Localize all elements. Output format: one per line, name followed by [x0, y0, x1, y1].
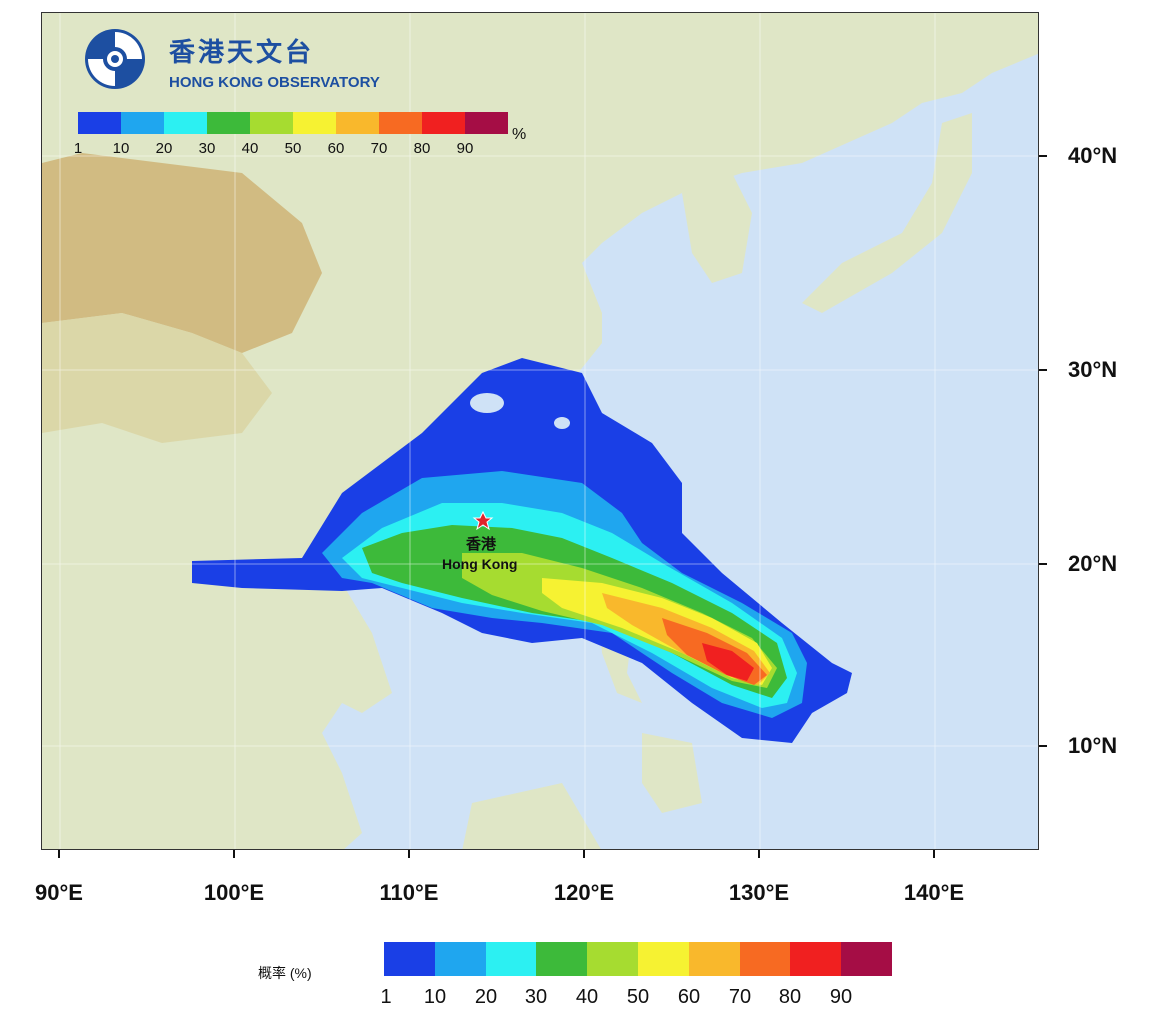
lat-label-10n: 10°N [1068, 733, 1118, 758]
observatory-name-en: HONG KONG OBSERVATORY [169, 74, 380, 91]
legend-tick: 90 [829, 986, 853, 1008]
legend-tick: 50 [626, 986, 650, 1008]
lon-label-140e: 140°E [903, 880, 965, 905]
lat-tick [1039, 563, 1047, 565]
probability-contours [192, 358, 852, 743]
observatory-logo: 香港天文台 HONG KONG OBSERVATORY [34, 12, 394, 91]
lon-label-120e: 120°E [553, 880, 615, 905]
land-layer [42, 13, 1038, 849]
lat-label-40n: 40°N [1068, 143, 1118, 168]
legend-tick: 70 [370, 140, 388, 157]
observatory-emblem-icon [85, 29, 145, 89]
legend-tick: 90 [456, 140, 474, 157]
legend-tick: 10 [423, 986, 447, 1008]
lon-tick [58, 850, 60, 858]
legend-tick: 30 [198, 140, 216, 157]
legend-tick: 70 [728, 986, 752, 1008]
lon-label-100e: 100°E [203, 880, 265, 905]
lat-tick [1039, 155, 1047, 157]
lon-label-130e: 130°E [728, 880, 790, 905]
lon-tick [408, 850, 410, 858]
contour-80pct [702, 643, 754, 681]
mindanao-island [642, 733, 702, 813]
legend-tick: 80 [778, 986, 802, 1008]
borneo-island [462, 783, 601, 849]
contour-gap [554, 417, 570, 429]
map-panel[interactable] [41, 12, 1039, 850]
contour-gap [470, 393, 504, 413]
legend-tick: 1 [380, 986, 392, 1008]
lon-label-110e: 110°E [379, 880, 439, 905]
map-canvas[interactable] [42, 13, 1039, 850]
red-star-icon [472, 510, 494, 531]
hong-kong-label-cn: 香港 [466, 536, 497, 553]
observatory-name-cn: 香港天文台 [169, 38, 315, 68]
lat-tick [1039, 745, 1047, 747]
legend-tick: 40 [241, 140, 259, 157]
legend-tick: 40 [575, 986, 599, 1008]
japan-islands [802, 113, 972, 313]
lon-label-90e: 90°E [35, 880, 83, 905]
hong-kong-label-en: Hong Kong [442, 556, 518, 572]
legend-tick: 1 [73, 140, 83, 157]
inset-legend-colorbar [78, 112, 508, 134]
bottom-legend-title: 概率 (%) [258, 965, 312, 981]
lon-tick [583, 850, 585, 858]
legend-tick: 20 [155, 140, 173, 157]
lon-tick [233, 850, 235, 858]
legend-tick: 60 [677, 986, 701, 1008]
highlands [42, 313, 272, 443]
legend-tick: 20 [474, 986, 498, 1008]
graticule [42, 13, 1038, 849]
lon-tick [758, 850, 760, 858]
legend-tick: 30 [524, 986, 548, 1008]
lat-tick [1039, 369, 1047, 371]
legend-tick: 60 [327, 140, 345, 157]
inset-legend-unit: % [512, 126, 527, 143]
lat-label-30n: 30°N [1068, 357, 1118, 382]
legend-tick: 50 [284, 140, 302, 157]
inset-legend-ticks: 1 10 20 30 40 50 60 70 80 90 [74, 140, 508, 158]
tibet-plateau [42, 153, 322, 353]
legend-tick: 10 [112, 140, 130, 157]
legend-tick: 80 [413, 140, 431, 157]
bottom-legend-colorbar [384, 942, 892, 976]
lon-tick [933, 850, 935, 858]
bottom-legend-ticks: 1 10 20 30 40 50 60 70 80 90 [380, 986, 892, 1008]
lat-label-20n: 20°N [1068, 551, 1118, 576]
korea-peninsula [682, 173, 752, 283]
